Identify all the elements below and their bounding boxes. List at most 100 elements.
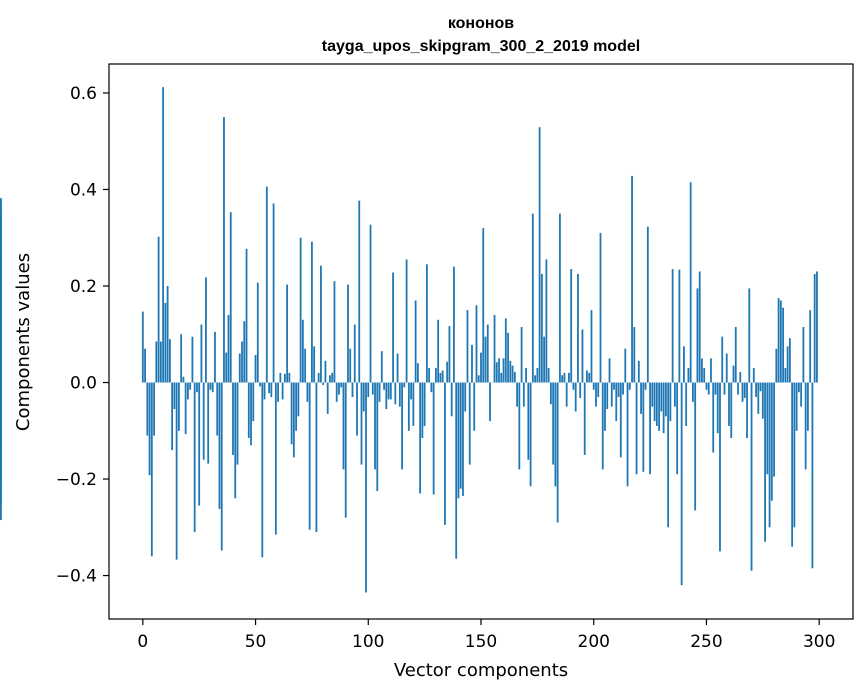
- bar: [622, 382, 624, 395]
- bar: [788, 338, 791, 383]
- bar: [734, 327, 737, 383]
- bar: [220, 382, 223, 551]
- bar: [775, 348, 778, 383]
- bar: [791, 382, 794, 547]
- bar: [748, 288, 751, 383]
- bar: [308, 382, 311, 530]
- bar: [809, 310, 812, 383]
- bar: [455, 382, 458, 559]
- bar: [428, 368, 431, 383]
- bar: [315, 382, 318, 533]
- bar: [770, 382, 773, 501]
- bar: [272, 203, 275, 383]
- bar: [504, 318, 507, 383]
- bar: [764, 382, 766, 542]
- x-tick-label: 250: [690, 632, 722, 652]
- bar: [498, 358, 500, 383]
- bar: [624, 348, 627, 383]
- chart-title: кононов: [448, 15, 514, 32]
- bar: [247, 382, 250, 439]
- bar: [164, 302, 167, 383]
- bar: [725, 353, 728, 383]
- bar: [225, 352, 228, 383]
- bar: [450, 382, 453, 417]
- bar: [664, 382, 667, 417]
- bar: [716, 382, 719, 434]
- bar: [245, 248, 248, 383]
- bar: [448, 326, 451, 383]
- x-tick-label: 300: [803, 632, 835, 652]
- bar: [480, 352, 482, 383]
- bar: [144, 348, 146, 383]
- bar: [518, 382, 521, 470]
- bar: [261, 382, 264, 558]
- bar: [202, 382, 205, 460]
- bar: [211, 382, 214, 393]
- bar: [545, 259, 548, 383]
- bar: [516, 382, 518, 407]
- bar: [500, 372, 503, 383]
- bar: [146, 382, 149, 436]
- bar: [414, 300, 417, 383]
- bar: [279, 372, 282, 383]
- bar: [613, 382, 615, 390]
- bar: [209, 382, 212, 390]
- bar: [712, 382, 715, 453]
- bar: [737, 382, 739, 395]
- bar: [651, 382, 654, 407]
- x-tick-label: 150: [465, 632, 497, 652]
- bar: [685, 382, 688, 426]
- bar: [786, 346, 789, 383]
- bar: [380, 351, 383, 383]
- y-tick-label: −0.2: [56, 470, 97, 490]
- bar: [464, 382, 467, 412]
- bar: [813, 273, 816, 383]
- bar: [425, 264, 428, 383]
- bar: [159, 341, 162, 383]
- bar: [615, 382, 618, 422]
- bar: [807, 382, 809, 431]
- bar: [592, 382, 595, 390]
- bar: [586, 370, 588, 383]
- x-axis-ticks: 0 50 100 150 200 250 300: [137, 619, 835, 652]
- bar: [286, 284, 289, 383]
- bar: [301, 319, 304, 383]
- axes-frame: [108, 63, 854, 620]
- bar: [277, 382, 279, 402]
- bar: [511, 365, 514, 383]
- bar: [739, 371, 742, 383]
- bar: [290, 382, 293, 445]
- bar: [256, 282, 259, 383]
- bar: [283, 373, 286, 383]
- bar: [795, 382, 798, 431]
- bar: [184, 382, 187, 435]
- bar: [265, 186, 268, 383]
- bar: [423, 382, 426, 426]
- bar: [223, 117, 225, 383]
- bar: [646, 226, 649, 383]
- bar: [513, 371, 516, 383]
- bar: [687, 368, 690, 383]
- bar: [385, 382, 388, 410]
- bar: [761, 382, 764, 419]
- bar: [570, 269, 573, 383]
- bar: [779, 300, 782, 383]
- bar: [486, 324, 489, 383]
- bar: [457, 382, 460, 499]
- bar: [453, 266, 455, 383]
- bar: [766, 382, 769, 475]
- bar: [489, 382, 491, 422]
- bar: [288, 372, 291, 383]
- bar: [175, 382, 178, 560]
- bar: [241, 341, 243, 383]
- chart-subtitle: tayga_upos_skipgram_300_2_2019 model: [322, 38, 640, 55]
- bar: [721, 336, 724, 383]
- bar: [768, 382, 771, 528]
- bar: [371, 382, 374, 395]
- bar: [507, 332, 509, 383]
- bar: [274, 382, 277, 535]
- bar: [793, 382, 796, 528]
- bar: [432, 382, 435, 495]
- bar: [292, 382, 295, 458]
- y-tick-label: 0.2: [70, 277, 97, 297]
